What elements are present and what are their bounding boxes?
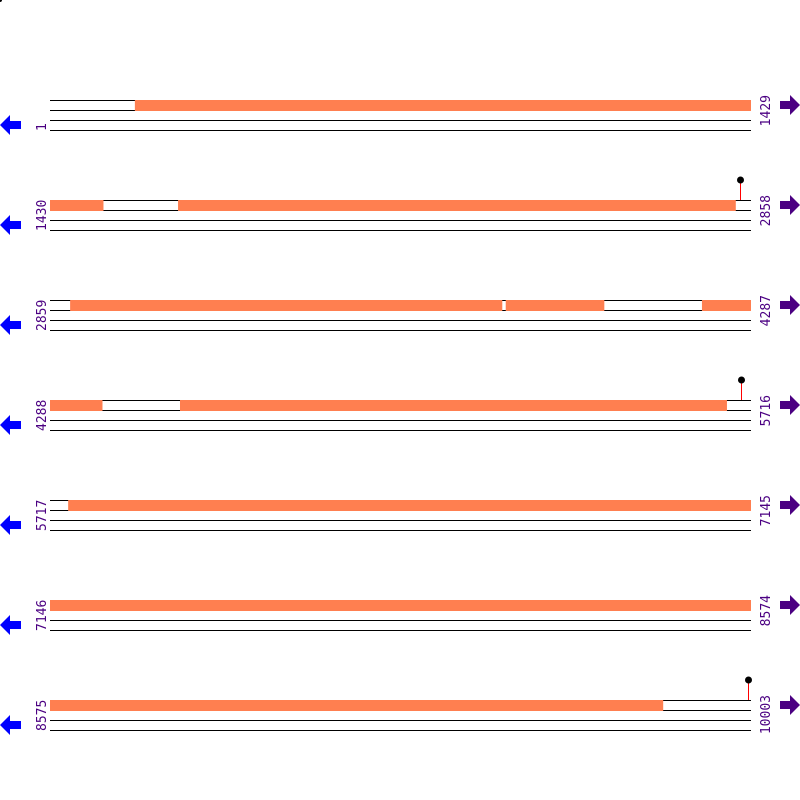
row-end-label: 1429 [759,95,774,126]
arrow-right-icon [780,495,800,515]
feature-bar [50,600,751,611]
feature-bar [50,200,104,211]
feature-bar [134,100,751,111]
arrow-right-icon [780,695,800,715]
row-end-label: 4287 [759,295,774,326]
arrow-left-icon [0,215,21,235]
arrow-left-icon [0,615,21,635]
arrow-right-icon [780,395,800,415]
feature-bar [50,400,103,411]
feature-bar [701,300,751,311]
row-start-label: 1430 [35,200,50,231]
row-start-label: 8575 [35,700,50,731]
arrow-right-icon [780,295,800,315]
arrow-left-icon [0,715,21,735]
row-end-label: 5716 [759,395,774,426]
site-marker-head [738,376,745,384]
row-end-label: 2858 [759,195,774,226]
arrow-left-icon [0,415,21,435]
feature-bar [178,200,736,211]
row-end-label: 7145 [759,495,774,526]
row-start-label: 2859 [35,300,50,331]
feature-bar [50,700,664,711]
corner-dot [0,0,2,2]
feature-bar [70,300,503,311]
site-marker-head [745,676,752,684]
feature-bar [68,500,751,511]
arrow-right-icon [780,95,800,115]
arrow-right-icon [780,195,800,215]
arrow-left-icon [0,115,21,135]
feature-bar [179,400,727,411]
arrow-left-icon [0,315,21,335]
site-marker-head [737,176,744,184]
row-start-label: 5717 [35,500,50,531]
arrow-right-icon [780,595,800,615]
feature-bar [505,300,605,311]
row-start-label: 4288 [35,400,50,431]
row-start-label: 7146 [35,600,50,631]
arrow-left-icon [0,515,21,535]
row-end-label: 8574 [759,595,774,626]
row-end-label: 10003 [759,695,774,734]
row-start-label: 1 [35,123,50,131]
